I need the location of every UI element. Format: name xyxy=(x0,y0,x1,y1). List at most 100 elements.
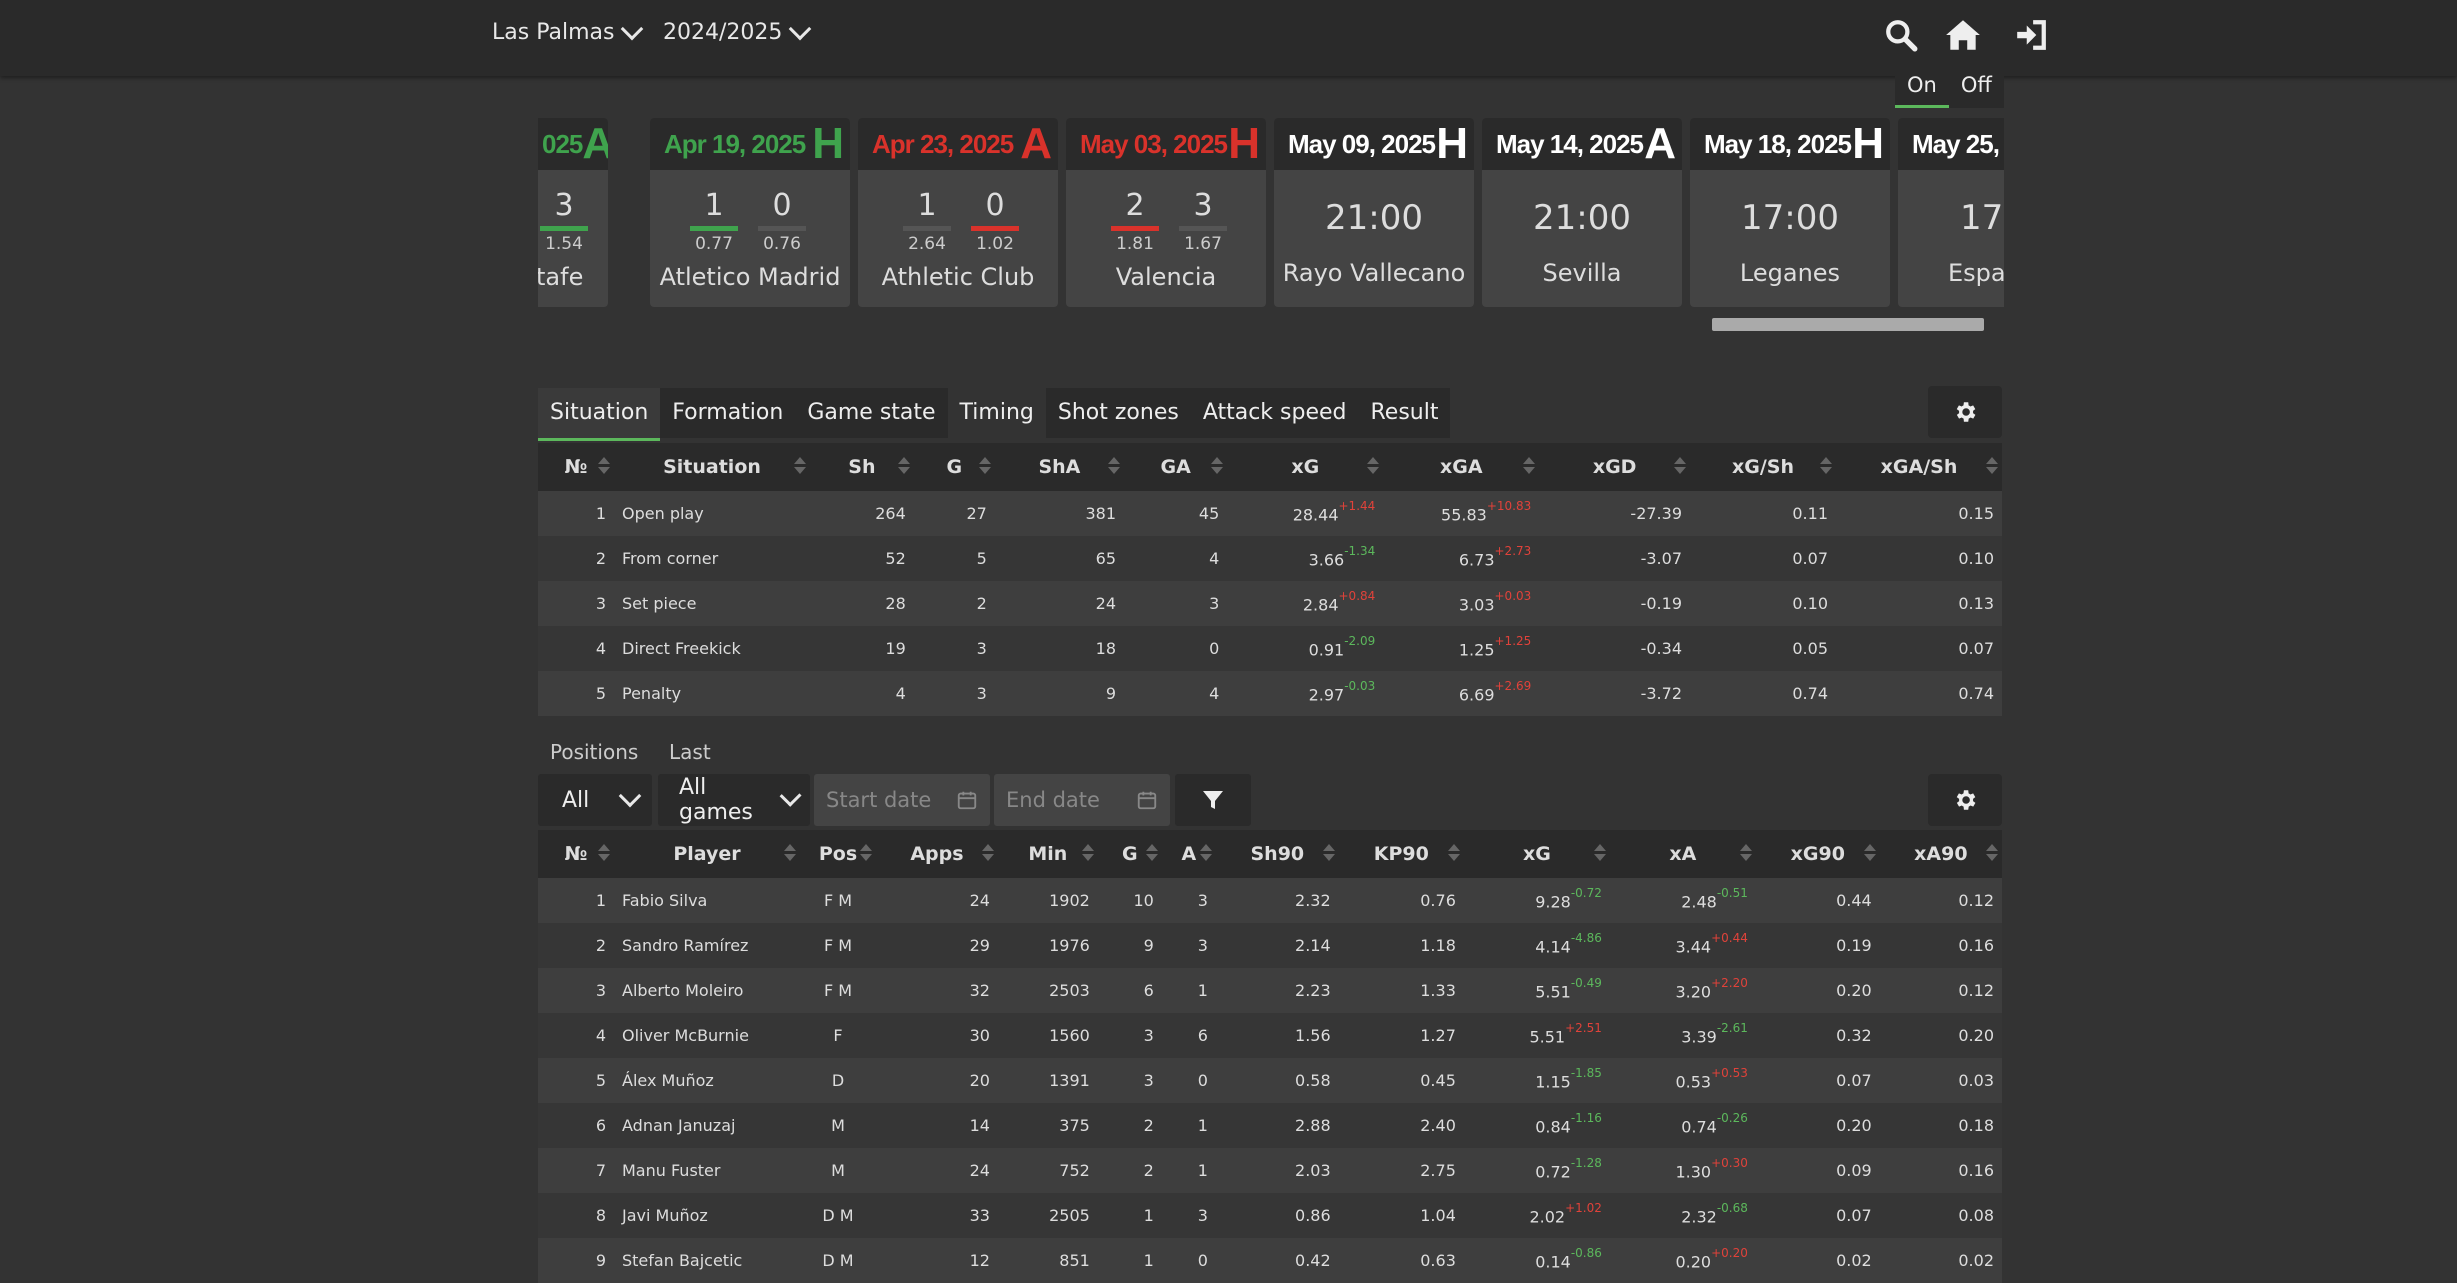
column-header[interactable]: xGD xyxy=(1539,443,1690,491)
search-icon[interactable] xyxy=(1884,18,1918,52)
table-row[interactable]: 2 Sandro Ramírez F M 29 1976 9 3 2.14 1.18 4.14-4… xyxy=(538,923,2002,968)
column-header-label: G xyxy=(946,456,963,478)
end-date-input[interactable]: End date xyxy=(994,774,1170,826)
column-header[interactable]: № xyxy=(538,443,614,491)
tab-shot-zones[interactable]: Shot zones xyxy=(1057,400,1179,425)
filter-button[interactable] xyxy=(1175,774,1251,826)
players-settings-button[interactable] xyxy=(1928,774,2002,826)
match-card[interactable]: Apr 19, 2025 H 1 0.77 0 0.76 Atletico Ma… xyxy=(650,118,850,307)
table-row[interactable]: 3 Set piece 28 2 24 3 2.84+0.84 3.03+0.03 -0.19 0… xyxy=(538,581,2002,626)
table-row[interactable]: 9 Stefan Bajcetic D M 12 851 1 0 0.42 0.63 0.14-0… xyxy=(538,1238,2002,1283)
column-header[interactable]: GA xyxy=(1124,443,1228,491)
top-navbar: Las Palmas 2024/2025 xyxy=(0,0,2457,76)
xg-per-shot: 0.10 xyxy=(1690,581,1836,626)
games-select[interactable]: All games xyxy=(658,774,810,826)
match-card[interactable]: Apr 23, 2025 A 1 2.64 0 1.02 Athletic Cl… xyxy=(858,118,1058,307)
column-header[interactable]: A xyxy=(1161,830,1216,878)
table-row[interactable]: 1 Fabio Silva F M 24 1902 10 3 2.32 0.76 9.28-0.7… xyxy=(538,878,2002,923)
opponent-goals: 3 xyxy=(1193,188,1213,223)
xg-delta: +1.44 xyxy=(1338,498,1376,513)
assists-value: 1 xyxy=(1197,1161,1208,1180)
xg-per-90-value: 0.07 xyxy=(1836,1206,1872,1225)
table-row[interactable]: 1 Open play 264 27 381 45 28.44+1.44 55.83+10.8… xyxy=(538,491,2002,536)
toggle-on[interactable]: On xyxy=(1895,68,1949,108)
xga-value: 6.69 xyxy=(1458,685,1495,705)
column-header[interactable]: xG xyxy=(1463,830,1610,878)
tab-situation[interactable]: Situation xyxy=(538,388,661,441)
column-header[interactable]: Player xyxy=(614,830,800,878)
column-header[interactable]: xG/Sh xyxy=(1690,443,1836,491)
column-header[interactable]: G xyxy=(1097,830,1162,878)
appearances: 20 xyxy=(876,1058,998,1103)
result-bar xyxy=(690,226,738,231)
column-header[interactable]: Sh xyxy=(810,443,914,491)
shots-per-90-value: 2.14 xyxy=(1295,936,1331,955)
player-position-value: F M xyxy=(823,981,853,1000)
column-header[interactable]: xA xyxy=(1609,830,1756,878)
tab-game-state[interactable]: Game state xyxy=(807,400,936,425)
toggle-off[interactable]: Off xyxy=(1948,68,2004,108)
situation-name-value: Open play xyxy=(622,504,704,523)
column-header[interactable]: Sh90 xyxy=(1215,830,1339,878)
table-row[interactable]: 6 Adnan Januzaj M 14 375 2 1 2.88 2.40 0.84-1.16 0… xyxy=(538,1103,2002,1148)
row-number-value: 4 xyxy=(595,639,606,658)
column-header[interactable]: xG90 xyxy=(1755,830,1880,878)
match-strip-scrollbar[interactable] xyxy=(1712,318,1984,331)
xg-per-90-value: 0.20 xyxy=(1836,981,1872,1000)
xg-delta: +1.02 xyxy=(1565,1200,1602,1215)
column-header[interactable]: Situation xyxy=(614,443,810,491)
xga: 1.25+1.25 xyxy=(1383,626,1540,671)
match-card[interactable]: May 09, 2025 H 21:00 Rayo Vallecano xyxy=(1274,118,1474,307)
tab-attack-speed[interactable]: Attack speed xyxy=(1202,400,1347,425)
table-row[interactable]: 5 Álex Muñoz D 20 1391 3 0 0.58 0.45 1.15-1.85 0.5… xyxy=(538,1058,2002,1103)
chevron-down-icon xyxy=(621,17,644,40)
column-header[interactable]: xA90 xyxy=(1879,830,2002,878)
column-header[interactable]: G xyxy=(913,443,995,491)
match-date: May 09, 2025 xyxy=(1288,128,1436,159)
xg-value: 2.84 xyxy=(1302,595,1339,615)
appearances-value: 33 xyxy=(969,1206,990,1225)
table-row[interactable]: 4 Oliver McBurnie F 30 1560 3 6 1.56 1.27 5.51+2.… xyxy=(538,1013,2002,1058)
column-header[interactable]: Apps xyxy=(876,830,998,878)
tab-result[interactable]: Result xyxy=(1370,400,1439,425)
start-date-input[interactable]: Start date xyxy=(814,774,990,826)
appearances-value: 24 xyxy=(969,1161,990,1180)
tab-timing[interactable]: Timing xyxy=(947,388,1046,438)
column-header[interactable]: xG xyxy=(1227,443,1384,491)
match-card[interactable]: May 03, 2025 H 2 1.81 3 1.67 Valencia xyxy=(1066,118,1266,307)
position-select[interactable]: All xyxy=(538,774,652,826)
key-passes-per-90-value: 0.45 xyxy=(1420,1071,1456,1090)
result-bar xyxy=(1111,226,1159,231)
team-dropdown[interactable]: Las Palmas xyxy=(492,17,644,45)
table-row[interactable]: 2 From corner 52 5 65 4 3.66-1.34 6.73+2.73 -3.0… xyxy=(538,536,2002,581)
goals-against: 4 xyxy=(1124,671,1228,716)
xa-value: 3.20 xyxy=(1675,982,1712,1002)
match-card[interactable]: May 25, 2 17:0 Espa xyxy=(1898,118,2004,307)
table-row[interactable]: 8 Javi Muñoz D M 33 2505 1 3 0.86 1.04 2.02+1.02 2… xyxy=(538,1193,2002,1238)
column-header[interactable]: Pos xyxy=(800,830,876,878)
player-name-value: Sandro Ramírez xyxy=(622,936,749,955)
column-header[interactable]: ShA xyxy=(994,443,1125,491)
column-header[interactable]: KP90 xyxy=(1338,830,1464,878)
home-icon[interactable] xyxy=(1944,18,1982,52)
table-row[interactable]: 5 Penalty 4 3 9 4 2.97-0.03 6.69+2.69 -3.72 0.74 0… xyxy=(538,671,2002,716)
season-dropdown[interactable]: 2024/2025 xyxy=(663,17,812,45)
column-header[interactable]: Min xyxy=(997,830,1098,878)
tab-formation[interactable]: Formation xyxy=(672,400,784,425)
column-header[interactable]: № xyxy=(538,830,614,878)
column-header[interactable]: xGA xyxy=(1383,443,1540,491)
column-header[interactable]: xGA/Sh xyxy=(1836,443,2002,491)
match-card[interactable]: May 18, 2025 H 17:00 Leganes xyxy=(1690,118,1890,307)
minutes: 1902 xyxy=(997,878,1098,923)
match-card[interactable]: May 14, 2025 A 21:00 Sevilla xyxy=(1482,118,1682,307)
table-row[interactable]: 3 Alberto Moleiro F M 32 2503 6 1 2.23 1.33 5.51-… xyxy=(538,968,2002,1013)
table-row[interactable]: 4 Direct Freekick 19 3 18 0 0.91-2.09 1.25+1.25… xyxy=(538,626,2002,671)
table-row[interactable]: 7 Manu Fuster M 24 752 2 1 2.03 2.75 0.72-1.28 1.3… xyxy=(538,1148,2002,1193)
xg-value: 4.14 xyxy=(1535,937,1571,957)
match-card[interactable]: 025 A 3 1.54 tafe xyxy=(538,118,608,307)
table-settings-button[interactable] xyxy=(1928,386,2002,438)
xg-per-90: 0.20 xyxy=(1755,1103,1880,1148)
sign-in-icon[interactable] xyxy=(2014,18,2048,52)
on-off-toggle[interactable]: On Off xyxy=(1895,68,2004,108)
goals-value: 27 xyxy=(966,504,987,523)
